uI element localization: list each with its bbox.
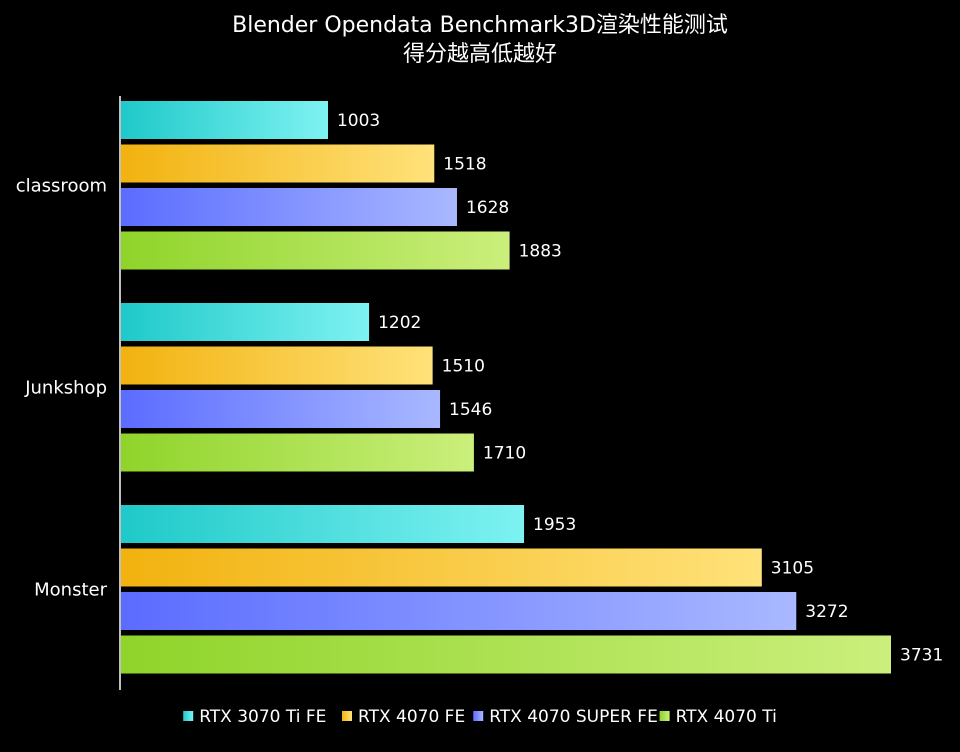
bar-value-label: 1546 <box>449 400 492 420</box>
category-label: Monster <box>34 579 107 600</box>
legend-swatch <box>342 711 352 721</box>
category-label: Junkshop <box>24 377 107 398</box>
bar <box>121 303 370 341</box>
bar <box>121 433 474 472</box>
bar-value-label: 3731 <box>900 646 943 666</box>
legend-label: RTX 4070 FE <box>358 707 465 727</box>
bar-value-label: 3272 <box>805 602 848 622</box>
legend-label: RTX 4070 SUPER FE <box>489 707 658 727</box>
bar <box>121 390 441 428</box>
category-label: classroom <box>16 175 107 196</box>
bar-value-label: 1003 <box>337 111 380 131</box>
bar-value-label: 1510 <box>442 357 485 377</box>
bar <box>121 548 762 587</box>
bar <box>121 101 328 139</box>
bar <box>121 144 435 183</box>
bar-value-label: 1883 <box>519 242 562 262</box>
chart-title: Blender Opendata Benchmark3D渲染性能测试 <box>232 13 728 38</box>
bar-value-label: 1710 <box>483 444 526 464</box>
bar <box>121 635 891 674</box>
bar-value-label: 3105 <box>771 559 814 579</box>
bar <box>121 505 525 543</box>
bar-value-label: 1202 <box>378 313 421 333</box>
legend: RTX 3070 Ti FE RTX 4070 FE RTX 4070 SUPER … <box>183 707 777 727</box>
bar <box>121 188 457 226</box>
legend-swatch <box>473 711 484 721</box>
bar <box>121 346 433 385</box>
chart-subtitle: 得分越高低越好 <box>403 42 557 67</box>
legend-label: RTX 3070 Ti FE <box>199 707 326 727</box>
bar-value-label: 1518 <box>443 155 486 175</box>
bars-layer: 1003 1518 1628 1883 classroom 1202 1510 1546 171… <box>16 101 943 674</box>
legend-swatch <box>659 711 670 721</box>
bar-value-label: 1628 <box>466 198 509 218</box>
legend-label: RTX 4070 Ti <box>676 707 777 727</box>
legend-swatch <box>183 711 194 721</box>
bar <box>121 231 510 270</box>
bar <box>121 592 797 630</box>
bar-value-label: 1953 <box>533 515 576 535</box>
